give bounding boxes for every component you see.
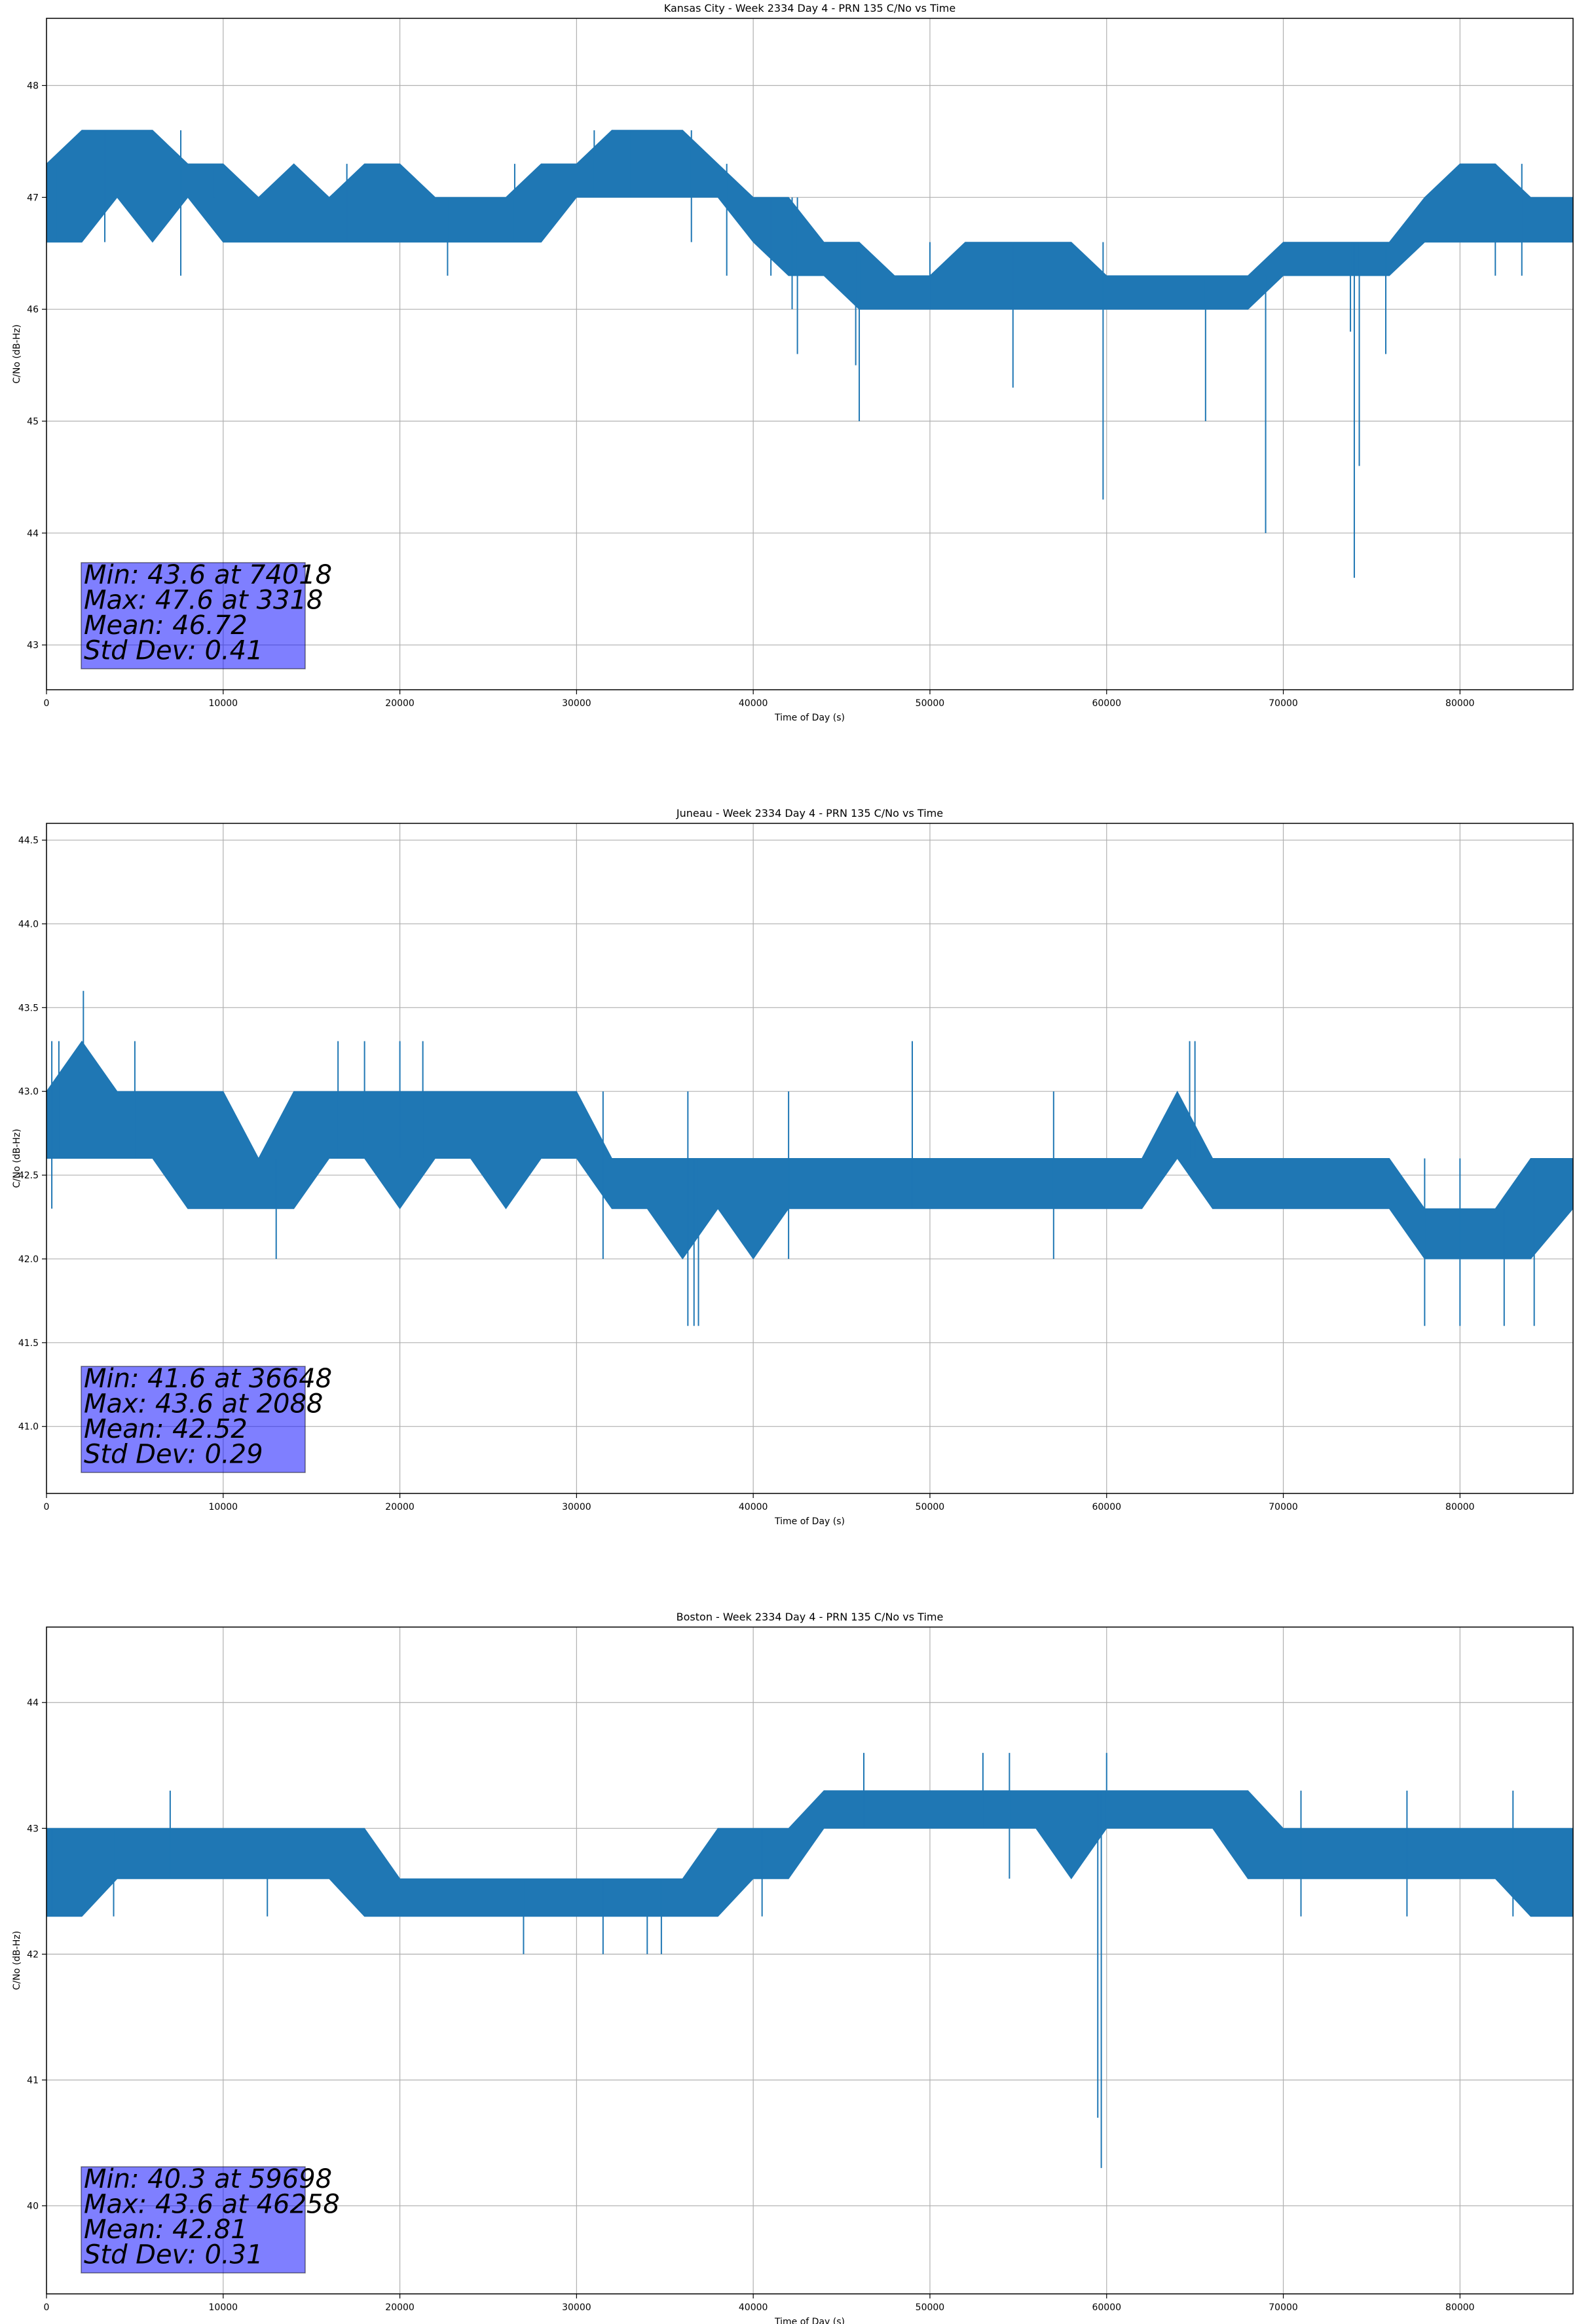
x-axis-label: Time of Day (s) <box>774 1516 845 1527</box>
y-tick-label: 43.5 <box>18 1003 39 1013</box>
chart-panel-1: 0 10000 20000 30000 40000 50000 60000 70000 8000… <box>12 807 1574 1527</box>
y-tick-label: 42 <box>27 1949 39 1960</box>
stats-line: Min: 43.6 at 74018 <box>84 560 332 590</box>
stats-box <box>81 562 306 669</box>
chart-panel-2: 0 10000 20000 30000 40000 50000 60000 70000 8000… <box>12 1611 1574 2324</box>
y-tick-label: 43 <box>27 1824 39 1834</box>
x-tick-label: 30000 <box>562 1502 591 1512</box>
axes-frame <box>46 823 1574 1494</box>
y-axis-label: C/No (dB-Hz) <box>12 1129 22 1188</box>
x-tick-label: 10000 <box>209 698 238 709</box>
x-tick-label: 0 <box>44 2302 50 2313</box>
x-tick-label: 80000 <box>1445 698 1475 709</box>
x-tick-label: 80000 <box>1445 1502 1475 1512</box>
y-tick-label: 43.0 <box>18 1087 39 1097</box>
x-tick-label: 50000 <box>916 698 945 709</box>
y-tick-label: 42.5 <box>18 1171 39 1181</box>
y-tick-label: 42.0 <box>18 1254 39 1265</box>
stats-line: Std Dev: 0.41 <box>84 636 263 666</box>
y-tick-label: 45 <box>27 417 39 427</box>
x-axis-label: Time of Day (s) <box>774 713 845 723</box>
y-tick-label: 44.0 <box>18 919 39 929</box>
x-tick-label: 70000 <box>1269 2302 1298 2313</box>
chart-panel-0: 0 10000 20000 30000 40000 50000 60000 70000 8000… <box>12 2 1574 723</box>
x-tick-label: 20000 <box>385 1502 415 1512</box>
y-tick-label: 47 <box>27 193 39 203</box>
stats-line: Std Dev: 0.31 <box>84 2240 263 2270</box>
y-tick-label: 41.0 <box>18 1422 39 1433</box>
axes-frame <box>46 1626 1574 2295</box>
axes-frame <box>46 18 1574 690</box>
x-tick-label: 0 <box>44 698 50 709</box>
x-tick-label: 60000 <box>1092 1502 1121 1512</box>
chart-title: Kansas City - Week 2334 Day 4 - PRN 135 … <box>664 2 955 14</box>
x-tick-label: 50000 <box>916 1502 945 1512</box>
x-tick-label: 30000 <box>562 2302 591 2313</box>
x-tick-label: 70000 <box>1269 698 1298 709</box>
chart-title: Juneau - Week 2334 Day 4 - PRN 135 C/No … <box>676 807 943 819</box>
y-tick-label: 43 <box>27 641 39 651</box>
stats-box <box>81 2166 306 2274</box>
stats-line: Mean: 42.81 <box>84 2215 248 2245</box>
y-tick-label: 46 <box>27 305 39 315</box>
y-tick-label: 40 <box>27 2202 39 2212</box>
x-tick-label: 70000 <box>1269 1502 1298 1512</box>
y-tick-label: 44 <box>27 1698 39 1708</box>
x-tick-label: 0 <box>44 1502 50 1512</box>
y-axis-label: C/No (dB-Hz) <box>12 1931 22 1990</box>
stats-line: Mean: 42.52 <box>84 1414 248 1444</box>
x-tick-label: 20000 <box>385 698 415 709</box>
y-tick-label: 44 <box>27 529 39 539</box>
x-tick-label: 60000 <box>1092 2302 1121 2313</box>
chart-title: Boston - Week 2334 Day 4 - PRN 135 C/No … <box>677 1611 944 1623</box>
x-tick-label: 60000 <box>1092 698 1121 709</box>
x-tick-label: 20000 <box>385 2302 415 2313</box>
stats-line: Min: 40.3 at 59698 <box>84 2164 332 2194</box>
x-tick-label: 10000 <box>209 2302 238 2313</box>
x-tick-label: 10000 <box>209 1502 238 1512</box>
x-tick-label: 50000 <box>916 2302 945 2313</box>
stats-line: Max: 43.6 at 46258 <box>84 2190 340 2220</box>
y-tick-label: 41.5 <box>18 1338 39 1349</box>
y-tick-label: 48 <box>27 81 39 92</box>
y-tick-label: 41 <box>27 2075 39 2086</box>
stats-line: Mean: 46.72 <box>84 610 248 641</box>
y-tick-label: 44.5 <box>18 836 39 846</box>
x-tick-label: 40000 <box>739 1502 768 1512</box>
x-tick-label: 80000 <box>1445 2302 1475 2313</box>
stats-line: Std Dev: 0.29 <box>84 1440 263 1470</box>
x-tick-label: 40000 <box>739 2302 768 2313</box>
y-axis-label: C/No (dB-Hz) <box>12 324 22 383</box>
stats-line: Max: 47.6 at 3318 <box>84 586 323 616</box>
x-tick-label: 30000 <box>562 698 591 709</box>
stats-box <box>81 1366 306 1473</box>
x-axis-label: Time of Day (s) <box>774 2317 845 2324</box>
stats-line: Max: 43.6 at 2088 <box>84 1389 323 1419</box>
stats-line: Min: 41.6 at 36648 <box>84 1364 332 1394</box>
x-tick-label: 40000 <box>739 698 768 709</box>
